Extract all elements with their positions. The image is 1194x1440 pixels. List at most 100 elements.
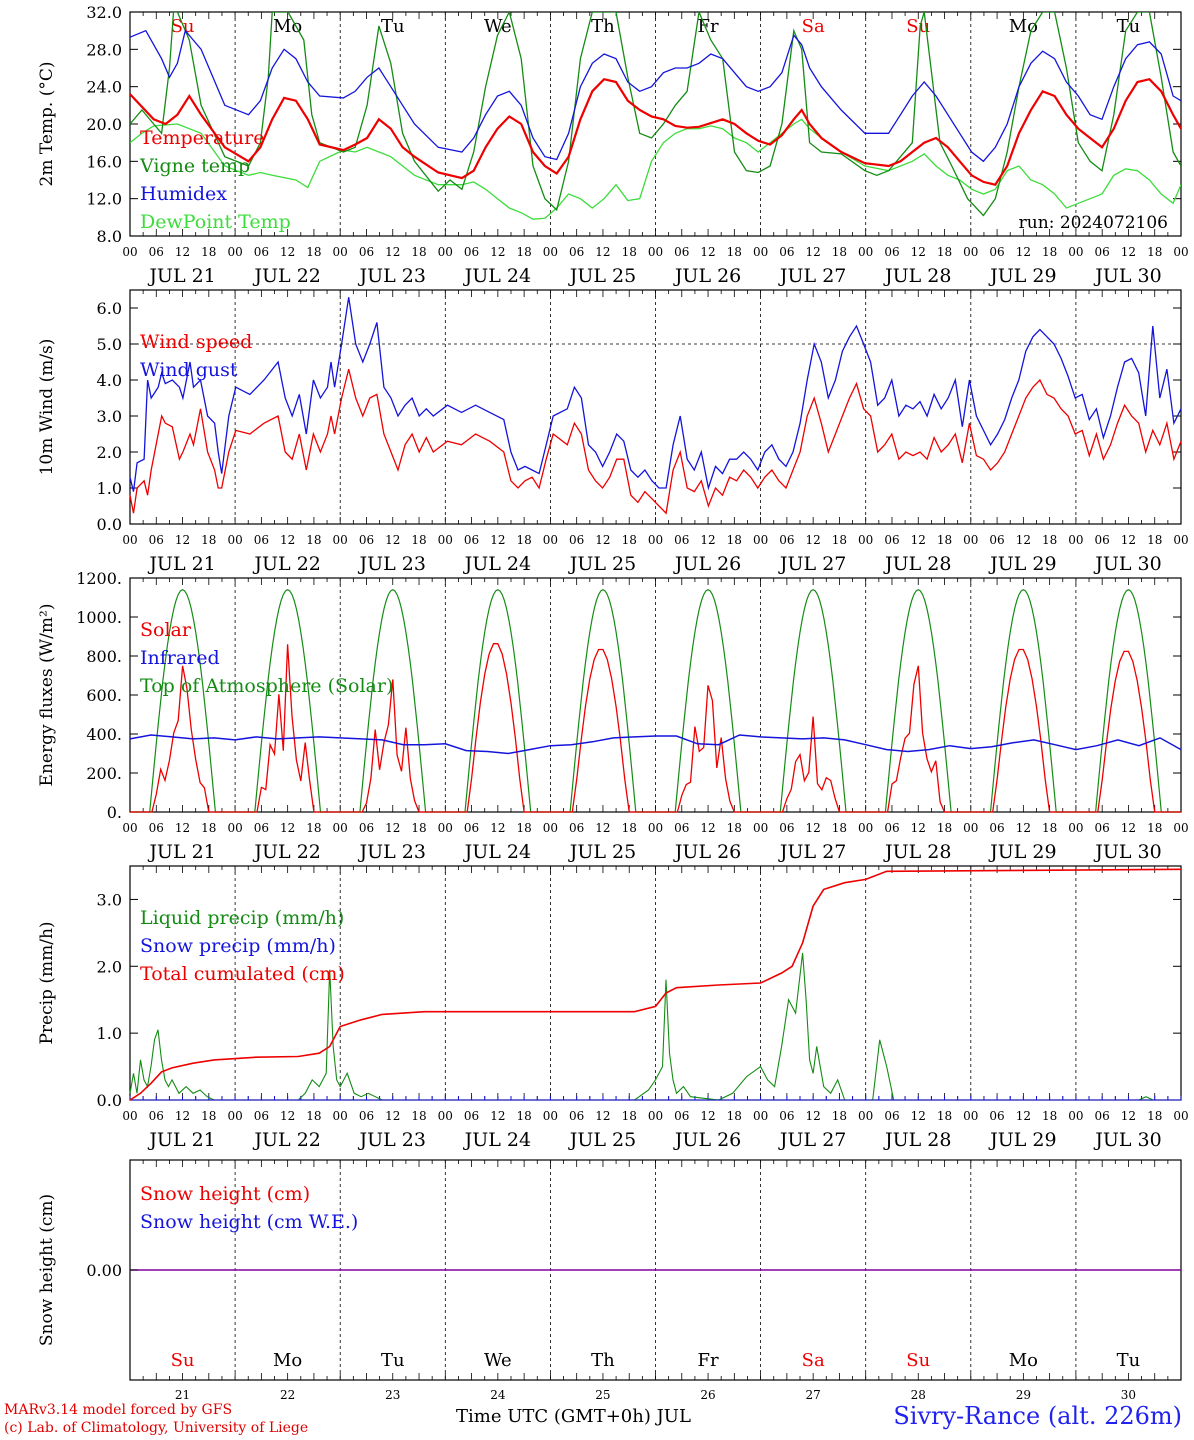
- y-tick-label: 1.0: [97, 1024, 122, 1043]
- x-hour-tick-label: 12: [490, 245, 505, 259]
- y-axis-label: Energy fluxes (W/m²): [37, 604, 57, 787]
- legend-entry: Liquid precip (mm/h): [140, 907, 344, 929]
- series-line: [130, 77, 1181, 186]
- x-hour-tick-label: 12: [911, 821, 926, 835]
- y-tick-label: 1200.: [76, 569, 122, 588]
- x-date-label: JUL 27: [778, 841, 846, 863]
- weekday-label: Su: [171, 1350, 195, 1371]
- x-hour-tick-label: 18: [411, 245, 426, 259]
- x-date-label: JUL 30: [1093, 841, 1161, 863]
- x-date-label: JUL 22: [252, 1129, 320, 1151]
- x-hour-tick-label: 12: [1121, 821, 1136, 835]
- series-line: [129, 369, 1182, 515]
- x-hour-tick-label: 12: [490, 533, 505, 547]
- y-tick-label: 600.: [86, 686, 122, 705]
- series-line: [129, 297, 1182, 492]
- weekday-label: Su: [171, 16, 195, 37]
- x-hour-tick-label: 12: [1121, 533, 1136, 547]
- x-hour-tick-label: 00: [1173, 533, 1188, 547]
- x-hour-tick-label: 18: [937, 1109, 952, 1123]
- x-hour-tick-label: 00: [753, 821, 768, 835]
- y-tick-label: 4.0: [97, 371, 122, 390]
- x-hour-tick-label: 06: [1095, 821, 1110, 835]
- x-hour-tick-label: 00: [122, 821, 137, 835]
- x-hour-tick-label: 12: [806, 533, 821, 547]
- x-hour-tick-label: 00: [858, 821, 873, 835]
- day-number-label: 30: [1121, 1388, 1136, 1402]
- y-tick-label: 24.0: [86, 78, 122, 97]
- x-date-label: JUL 23: [358, 265, 426, 287]
- x-hour-tick-label: 00: [1068, 245, 1083, 259]
- x-date-label: JUL 21: [147, 553, 215, 575]
- x-hour-tick-label: 12: [911, 1109, 926, 1123]
- x-hour-tick-label: 06: [884, 821, 899, 835]
- x-date-label: JUL 28: [883, 265, 951, 287]
- x-hour-tick-label: 06: [779, 533, 794, 547]
- x-date-label: JUL 26: [673, 841, 741, 863]
- x-hour-tick-label: 06: [989, 821, 1004, 835]
- x-hour-tick-label: 06: [569, 1109, 584, 1123]
- y-tick-label: 8.0: [97, 227, 122, 246]
- x-hour-tick-label: 06: [464, 1109, 479, 1123]
- weekday-label: We: [484, 1350, 512, 1371]
- x-hour-tick-label: 12: [700, 245, 715, 259]
- x-hour-tick-label: 12: [175, 1109, 190, 1123]
- y-tick-label: 3.0: [97, 890, 122, 909]
- x-hour-tick-label: 06: [569, 245, 584, 259]
- x-hour-tick-label: 18: [1042, 821, 1057, 835]
- x-date-label: JUL 25: [568, 553, 636, 575]
- x-hour-tick-label: 18: [516, 245, 531, 259]
- x-hour-tick-label: 18: [937, 245, 952, 259]
- y-tick-label: 6.0: [97, 299, 122, 318]
- x-hour-tick-label: 12: [806, 1109, 821, 1123]
- x-hour-tick-label: 00: [858, 533, 873, 547]
- x-hour-tick-label: 00: [227, 1109, 242, 1123]
- x-hour-tick-label: 18: [727, 533, 742, 547]
- x-hour-tick-label: 06: [149, 245, 164, 259]
- x-hour-tick-label: 18: [201, 245, 216, 259]
- series-line: [130, 12, 1181, 217]
- x-hour-tick-label: 00: [753, 533, 768, 547]
- x-hour-tick-label: 00: [1173, 1109, 1188, 1123]
- x-hour-tick-label: 00: [858, 1109, 873, 1123]
- y-tick-label: 2.0: [97, 443, 122, 462]
- x-hour-tick-label: 06: [884, 1109, 899, 1123]
- legend-entry: Snow height (cm): [140, 1183, 310, 1205]
- y-tick-label: 20.0: [86, 115, 122, 134]
- x-hour-tick-label: 06: [149, 533, 164, 547]
- y-tick-label: 200.: [86, 764, 122, 783]
- x-hour-tick-label: 18: [306, 1109, 321, 1123]
- x-hour-tick-label: 06: [464, 533, 479, 547]
- x-hour-tick-label: 06: [674, 533, 689, 547]
- legend-entry: Wind speed: [140, 331, 252, 353]
- x-hour-tick-label: 18: [306, 821, 321, 835]
- x-hour-tick-label: 00: [438, 533, 453, 547]
- solar-line: [130, 643, 1181, 813]
- x-hour-tick-label: 12: [385, 821, 400, 835]
- x-hour-tick-label: 18: [937, 533, 952, 547]
- x-date-label: JUL 25: [568, 265, 636, 287]
- x-hour-tick-label: 06: [569, 821, 584, 835]
- x-hour-tick-label: 18: [1042, 1109, 1057, 1123]
- x-hour-tick-label: 06: [884, 245, 899, 259]
- x-hour-tick-label: 12: [1016, 245, 1031, 259]
- x-hour-tick-label: 00: [648, 1109, 663, 1123]
- y-tick-label: 28.0: [86, 40, 122, 59]
- x-hour-tick-label: 12: [1016, 533, 1031, 547]
- x-hour-tick-label: 00: [1068, 821, 1083, 835]
- x-hour-tick-label: 12: [175, 245, 190, 259]
- x-hour-tick-label: 00: [1068, 1109, 1083, 1123]
- y-tick-label: 0.: [107, 803, 122, 822]
- x-hour-tick-label: 00: [963, 1109, 978, 1123]
- x-hour-tick-label: 18: [1147, 533, 1162, 547]
- x-date-label: JUL 25: [568, 1129, 636, 1151]
- x-hour-tick-label: 12: [280, 245, 295, 259]
- y-axis-label: Snow height (cm): [37, 1194, 57, 1346]
- y-tick-label: 3.0: [97, 407, 122, 426]
- x-hour-tick-label: 18: [937, 821, 952, 835]
- x-hour-tick-label: 18: [201, 821, 216, 835]
- x-hour-tick-label: 18: [306, 245, 321, 259]
- x-hour-tick-label: 00: [963, 245, 978, 259]
- day-number-label: 29: [1016, 1388, 1031, 1402]
- x-hour-tick-label: 12: [595, 1109, 610, 1123]
